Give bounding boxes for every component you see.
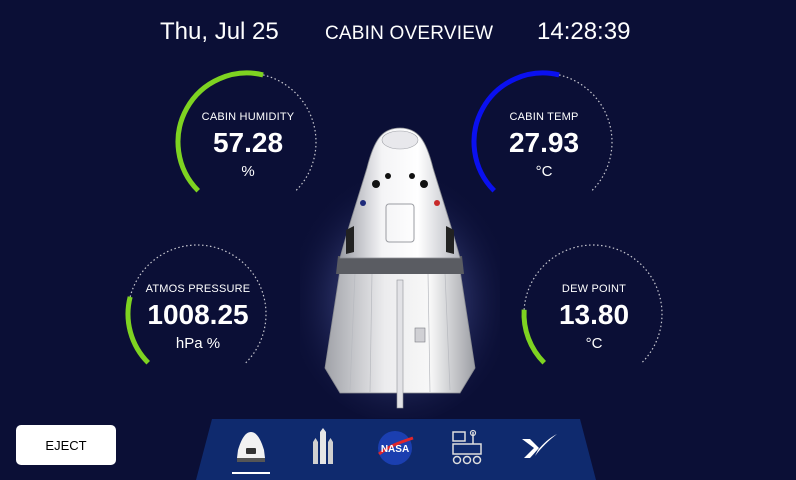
temp-readout: CABIN TEMP 27.93 °C <box>474 111 614 180</box>
pressure-unit: hPa % <box>175 335 221 352</box>
rover-icon[interactable] <box>447 428 487 468</box>
date-display: Thu, Jul 25 <box>160 18 279 45</box>
falcon-rocket-icon[interactable] <box>303 428 343 468</box>
gauge-value-arc <box>521 309 547 365</box>
gauge-value-arc <box>175 70 264 193</box>
humidity-unit: % <box>241 163 255 180</box>
dragon-capsule-icon[interactable] <box>231 428 271 468</box>
temp-value: 27.93 <box>508 127 580 158</box>
gauge-value-arc <box>125 296 151 365</box>
dewpoint-label: DEW POINT <box>561 283 627 295</box>
temp-label: CABIN TEMP <box>509 111 579 123</box>
gauge-track <box>558 74 613 192</box>
dewpoint-unit: °C <box>585 335 603 352</box>
humidity-readout: CABIN HUMIDITY 57.28 % <box>178 111 318 180</box>
dewpoint-value: 13.80 <box>558 299 630 330</box>
clock-display: 14:28:39 <box>537 18 631 45</box>
spacex-x-icon[interactable] <box>519 428 559 468</box>
humidity-value: 57.28 <box>212 127 284 158</box>
temp-unit: °C <box>535 163 553 180</box>
pressure-value: 1008.25 <box>147 299 249 330</box>
nasa-text: NASA <box>381 444 409 455</box>
active-tab-indicator <box>232 472 270 474</box>
gauge-value-arc <box>471 70 560 193</box>
pressure-label: ATMOS PRESSURE <box>145 283 251 295</box>
pressure-readout: ATMOS PRESSURE 1008.25 hPa % <box>128 283 268 352</box>
page-title: CABIN OVERVIEW <box>325 23 494 44</box>
humidity-label: CABIN HUMIDITY <box>201 111 295 123</box>
nasa-logo-icon[interactable]: NASA <box>375 428 415 468</box>
dragon-capsule-image <box>300 127 500 418</box>
gauge-track <box>523 244 663 364</box>
eject-button[interactable]: EJECT <box>16 425 116 465</box>
dewpoint-readout: DEW POINT 13.80 °C <box>524 283 664 352</box>
gauge-track <box>262 74 317 192</box>
